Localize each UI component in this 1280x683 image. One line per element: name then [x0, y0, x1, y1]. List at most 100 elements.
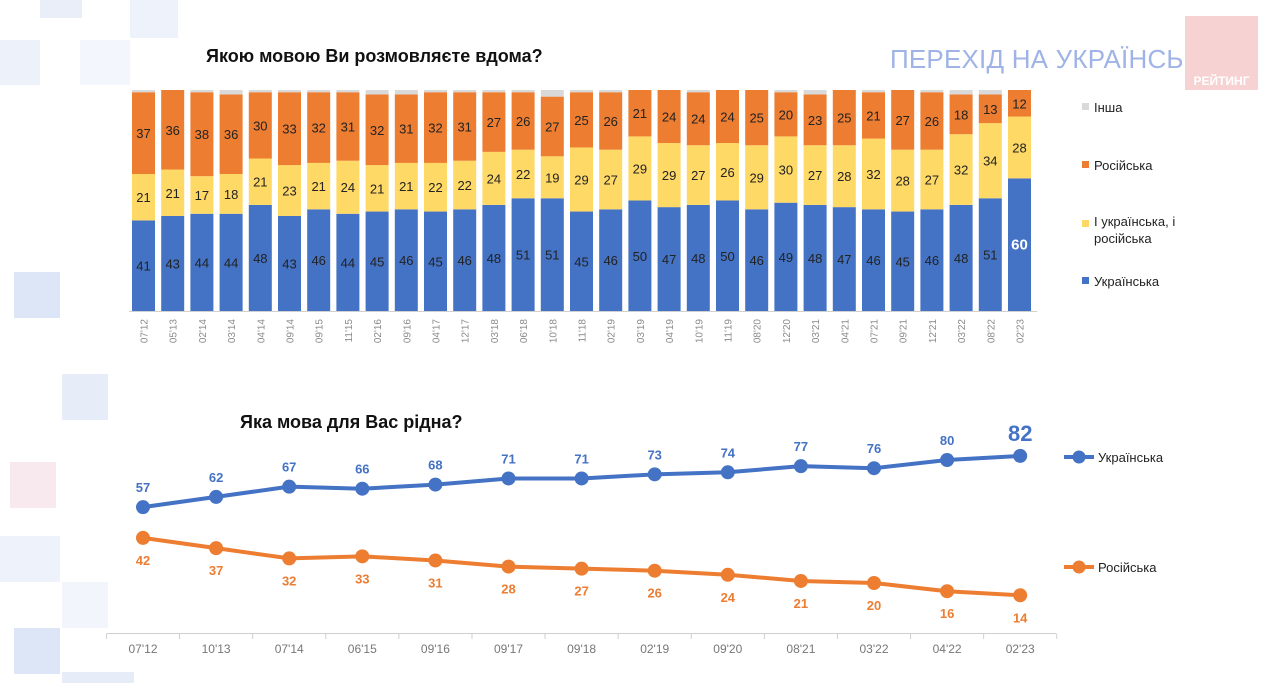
bar-value-label: 28 — [1012, 140, 1026, 155]
line-point — [428, 477, 443, 492]
bar-value-label: 48 — [808, 251, 822, 266]
bar-value-label: 32 — [311, 121, 325, 136]
bar-segment — [278, 165, 301, 216]
bar-value-label: 21 — [399, 179, 413, 194]
bar-segment — [248, 90, 272, 93]
bar-segment — [365, 94, 389, 166]
bar-segment — [978, 94, 1002, 124]
x-tick-label: 10'19 — [694, 319, 705, 344]
line-point — [282, 551, 297, 566]
line-point — [136, 500, 150, 515]
x-tick-label: 12'21 — [928, 319, 939, 344]
x-tick-label: 08'20 — [753, 319, 764, 344]
bar-value-label: 29 — [633, 161, 647, 176]
bar-value-label: 33 — [282, 122, 296, 137]
decor-square — [62, 374, 108, 420]
bar-value-label: 47 — [662, 252, 676, 267]
bar-value-label: 18 — [224, 187, 238, 202]
x-tick-label: 02'19 — [640, 642, 669, 656]
bar-segment — [248, 92, 272, 159]
bar-value-label: 41 — [136, 259, 150, 274]
bar-segment — [511, 198, 535, 311]
bar-segment — [978, 123, 1002, 199]
bar-value-label: 50 — [720, 249, 734, 264]
legend-label: І українська, і російська — [1094, 214, 1175, 246]
bar-value-label: 26 — [516, 114, 530, 129]
bar-segment — [949, 94, 973, 135]
bar-chart-title: Якою мовою Ви розмовляєте вдома? — [206, 46, 543, 66]
x-tick-label: 09'16 — [402, 319, 413, 344]
bar-segment — [686, 145, 710, 205]
bar-value-label: 46 — [457, 253, 471, 268]
bar-segment — [219, 90, 243, 95]
line-point — [647, 467, 662, 482]
bar-value-label: 24 — [691, 112, 705, 127]
x-tick-label: 04'22 — [933, 642, 962, 656]
bar-value-label: 27 — [895, 113, 909, 128]
bar-value-label: 26 — [720, 165, 734, 180]
bar-segment — [1008, 90, 1031, 117]
bar-segment — [132, 92, 155, 174]
x-tick-label: 07'12 — [129, 642, 158, 656]
bar-value-label: 51 — [983, 248, 997, 263]
bar-value-label: 46 — [866, 253, 880, 268]
line-value-label: 24 — [721, 590, 736, 605]
x-tick-label: 08'22 — [986, 319, 997, 344]
bar-segment — [774, 136, 798, 203]
bar-segment — [978, 90, 1002, 95]
line-point — [793, 459, 808, 474]
bar-value-label: 60 — [1011, 237, 1028, 254]
bar-value-label: 47 — [837, 252, 851, 267]
line-value-label: 21 — [794, 596, 808, 611]
bar-segment — [453, 209, 477, 311]
line-point — [867, 576, 881, 590]
x-tick-label: 03'19 — [636, 319, 647, 344]
bar-segment — [774, 90, 798, 93]
bar-segment — [219, 173, 243, 214]
bar-segment — [424, 162, 447, 212]
legend-label: Російська — [1094, 158, 1153, 173]
bar-segment — [716, 200, 739, 311]
line-point — [1013, 448, 1028, 463]
bar-value-label: 45 — [895, 254, 909, 269]
bar-value-label: 24 — [662, 110, 676, 125]
line-value-label: 71 — [501, 451, 515, 466]
bar-segment — [599, 90, 623, 93]
bar-value-label: 18 — [954, 107, 968, 122]
bar-segment — [132, 90, 155, 93]
decor-square — [62, 672, 134, 683]
x-tick-label: 02'23 — [1006, 642, 1035, 656]
decor-square — [0, 40, 40, 85]
legend-label: Українська — [1098, 450, 1164, 465]
bar-value-label: 25 — [837, 111, 851, 126]
bar-value-label: 44 — [224, 255, 238, 270]
line-point — [282, 479, 297, 494]
decor-square — [14, 628, 60, 674]
legend-label: Російська — [1098, 560, 1157, 575]
line-value-label: 37 — [209, 563, 223, 578]
bar-segment — [949, 134, 973, 205]
bar-segment — [424, 211, 447, 311]
x-tick-label: 07'21 — [870, 319, 881, 344]
bar-segment — [570, 92, 593, 148]
bar-segment — [365, 165, 389, 212]
bar-segment — [190, 90, 214, 93]
bar-segment — [511, 149, 535, 199]
bar-value-label: 48 — [487, 251, 501, 266]
bar-segment — [482, 90, 506, 93]
bar-segment — [307, 209, 331, 311]
bar-value-label: 30 — [253, 118, 267, 133]
bar-value-label: 34 — [983, 154, 997, 169]
bar-segment — [657, 207, 681, 311]
bar-value-label: 44 — [195, 255, 209, 270]
x-tick-label: 12'20 — [782, 319, 793, 344]
bar-value-label: 30 — [779, 163, 793, 178]
bar-value-label: 29 — [662, 168, 676, 183]
rating-logo: РЕЙТИНГ — [1185, 16, 1258, 90]
bar-value-label: 46 — [399, 253, 413, 268]
x-tick-label: 11'15 — [344, 319, 355, 343]
bar-segment — [599, 209, 623, 311]
legend-marker — [1072, 560, 1086, 574]
line-value-label: 32 — [282, 573, 296, 588]
line-value-label: 82 — [1008, 421, 1032, 446]
